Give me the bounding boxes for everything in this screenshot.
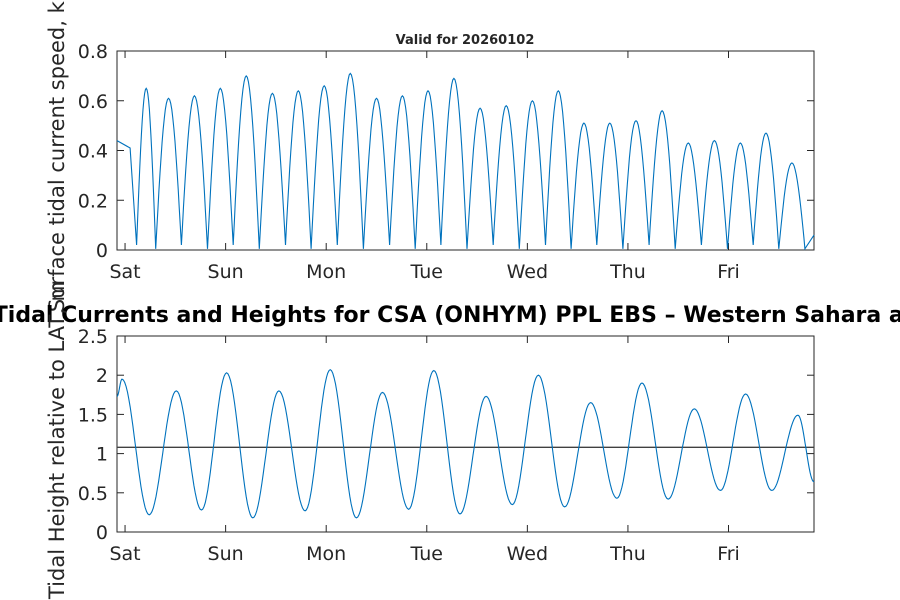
- height-ytick-label: 2.5: [78, 326, 108, 348]
- height-xtick-label: Fri: [717, 543, 740, 565]
- height-xtick-label: Sun: [208, 543, 244, 565]
- current-ytick-label: 0: [96, 240, 108, 262]
- main-title: Tidal Currents and Heights for CSA (ONHY…: [0, 303, 900, 328]
- height-x-ticks: Sat Sun Mon Tue Wed Thu Fri: [109, 336, 740, 565]
- current-xtick-label: Mon: [306, 261, 346, 283]
- current-y-ticks: 0 0.2 0.4 0.6 0.8: [78, 41, 814, 262]
- current-x-ticks: Sat Sun Mon Tue Wed Thu Fri: [109, 51, 740, 283]
- current-y-axis-label: Surface tidal current speed, kn: [45, 0, 69, 312]
- current-xtick-label: Tue: [410, 261, 443, 283]
- height-xtick-label: Thu: [609, 543, 646, 565]
- height-ytick-label: 1.5: [78, 404, 108, 426]
- height-xtick-label: Sat: [109, 543, 140, 565]
- current-ytick-label: 0.2: [78, 190, 108, 212]
- current-xtick-label: Sat: [109, 261, 140, 283]
- current-ytick-label: 0.4: [78, 141, 108, 163]
- current-xtick-label: Sun: [208, 261, 244, 283]
- current-xtick-label: Thu: [609, 261, 646, 283]
- current-speed-line: [116, 72, 815, 251]
- height-ytick-label: 0.5: [78, 483, 108, 505]
- height-y-axis-label: Tidal Height relative to LAT, m: [45, 281, 69, 600]
- height-xtick-label: Wed: [507, 543, 548, 565]
- height-ytick-label: 0: [96, 522, 108, 544]
- height-ytick-label: 1: [96, 444, 108, 466]
- height-ytick-label: 2: [96, 365, 108, 387]
- current-ytick-label: 0.8: [78, 41, 108, 63]
- current-ytick-label: 0.6: [78, 91, 108, 113]
- tidal-height-line: [116, 369, 815, 519]
- current-chart-title: Valid for 20260102: [396, 33, 535, 48]
- height-y-ticks: 0 0.5 1 1.5 2 2.5: [78, 326, 814, 544]
- current-xtick-label: Fri: [717, 261, 740, 283]
- current-xtick-label: Wed: [507, 261, 548, 283]
- height-xtick-label: Mon: [306, 543, 346, 565]
- current-speed-panel: Valid for 20260102 0 0.2 0.4 0.6 0.8 Sat Sun M…: [45, 0, 815, 312]
- height-xtick-label: Tue: [410, 543, 443, 565]
- tidal-height-panel: 0 0.5 1 1.5 2 2.5 Sat Sun Mon Tue Wed Thu Fri Tidal…: [45, 281, 815, 600]
